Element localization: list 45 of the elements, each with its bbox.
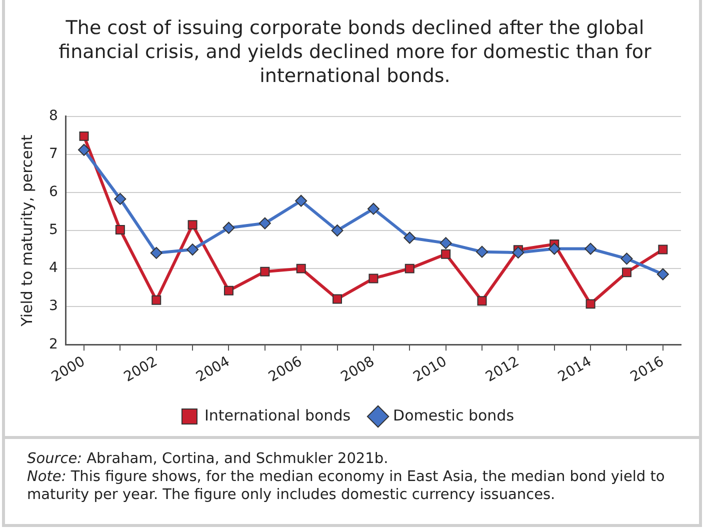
point [658, 244, 668, 254]
point [114, 192, 126, 205]
text: Note: This figure shows, for the median economy in East Asia, the median bond yield to maturity per year. The figure only includes domestic currency issuances. [27, 468, 666, 504]
y-tick-label: 8 [48, 108, 58, 124]
legend-label: International bonds [204, 406, 351, 424]
y-tick-label: 6 [48, 184, 58, 200]
point [258, 217, 271, 230]
legend-label: Domestic bonds [393, 406, 514, 424]
point [222, 222, 235, 234]
point [260, 266, 270, 276]
point [78, 144, 90, 156]
point [477, 296, 487, 306]
point [79, 131, 89, 141]
point [620, 252, 633, 265]
point [295, 194, 308, 207]
point [367, 202, 380, 215]
y-tick-label: 2 [48, 336, 58, 352]
point [188, 220, 198, 230]
y-tick-label: 5 [48, 222, 58, 238]
point [656, 268, 669, 280]
source-note: Source: Abraham, Cortina, and Schmukler 2021b. [27, 450, 390, 468]
point [512, 246, 524, 259]
point [331, 224, 344, 237]
point [584, 242, 597, 255]
point [150, 246, 162, 259]
point [115, 225, 125, 234]
point [296, 264, 306, 274]
point [441, 249, 451, 259]
point [152, 295, 162, 305]
point [440, 237, 452, 250]
point [404, 232, 416, 244]
point [224, 286, 234, 296]
point [622, 268, 632, 278]
point [186, 244, 199, 256]
y-tick-label: 7 [48, 146, 58, 162]
point [368, 274, 378, 284]
chart-title: The cost of issuing corporate bonds declined after the global financial crisis, and yields declined more for domestic than for international bonds. [58, 16, 652, 88]
y-tick-label: 3 [48, 298, 58, 314]
point [586, 299, 596, 309]
y-tick-label: 4 [48, 260, 58, 276]
point [476, 246, 488, 258]
y-axis-title: Yield to maturity, percent [18, 134, 36, 328]
point [332, 294, 342, 304]
point [404, 264, 414, 274]
point [548, 242, 560, 255]
